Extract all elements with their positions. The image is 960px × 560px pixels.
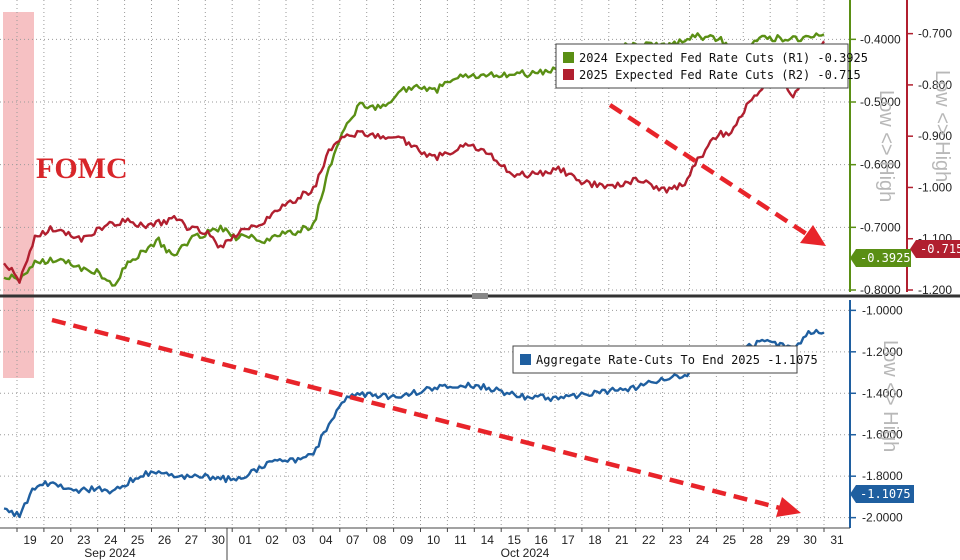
r2-tick-label: -1.200 (918, 283, 952, 297)
x-tick-label: 26 (158, 533, 172, 547)
top-legend-label: 2024 Expected Fed Rate Cuts (R1) -0.3925 (579, 51, 868, 65)
x-tick-label: 16 (534, 533, 548, 547)
x-tick-label: 17 (561, 533, 575, 547)
top-legend-swatch (563, 52, 574, 63)
r1-tick-label: -0.6000 (860, 158, 901, 172)
x-tick-label: 30 (803, 533, 817, 547)
bottom-last-value-badge-bg (850, 485, 914, 503)
x-tick-label: 20 (50, 533, 64, 547)
axis-layer: 19 20 23 24 25 26 27 30 01 02 03 04 07 08 09 10 11 14 15 16… (16, 27, 953, 560)
x-tick-label: 14 (481, 533, 495, 547)
x-tick-label: 31 (830, 533, 844, 547)
x-tick-label: 09 (400, 533, 414, 547)
legend-layer: 2024 Expected Fed Rate Cuts (R1) -0.3925… (512, 43, 868, 374)
x-group-label-oct: Oct 2024 (501, 546, 550, 560)
x-tick-label: 30 (212, 533, 226, 547)
top-trend-arrow-line (608, 103, 810, 237)
x-tick-label: 29 (777, 533, 791, 547)
x-group-label-sep: Sep 2024 (84, 546, 136, 560)
x-tick-label: 04 (319, 533, 333, 547)
series-layer (3, 32, 826, 519)
bottom-trend-arrowhead (776, 497, 801, 517)
bottom-axis-title: Low <> High (879, 340, 901, 452)
x-tick-label: 21 (615, 533, 629, 547)
x-tick-label: 25 (131, 533, 145, 547)
bottom-tick-label: -1.6000 (862, 428, 903, 442)
x-tick-label: 25 (723, 533, 737, 547)
top-legend-swatch (563, 69, 574, 80)
x-tick-label: 24 (104, 533, 118, 547)
bottom-legend-label: Aggregate Rate-Cuts To End 2025 -1.1075 (536, 353, 818, 367)
x-tick-label: 01 (239, 533, 253, 547)
r1-tick-label: -0.7000 (860, 220, 901, 234)
x-tick-label: 23 (77, 533, 91, 547)
bottom-tick-label: -1.8000 (862, 469, 903, 483)
panel-divider-handle[interactable] (472, 293, 488, 299)
bottom-legend-swatch (520, 354, 531, 365)
x-tick-label: 18 (588, 533, 602, 547)
r2-last-value-badge-bg (910, 240, 960, 258)
r1-tick-label: -0.5000 (860, 95, 901, 109)
r2-tick-label: -0.800 (918, 78, 952, 92)
x-tick-label: 28 (750, 533, 764, 547)
series-line-aggregate-cuts (3, 328, 825, 519)
x-tick-label: 22 (642, 533, 656, 547)
x-tick-label: 27 (185, 533, 199, 547)
r2-last-value-badge: -0.715 (920, 242, 960, 256)
x-tick-label: 10 (427, 533, 441, 547)
annotation-layer (51, 103, 826, 517)
x-tick-label: 24 (696, 533, 710, 547)
x-tick-label: 03 (292, 533, 306, 547)
bottom-tick-label: -1.4000 (862, 386, 903, 400)
r1-tick-label: -0.4000 (860, 32, 901, 46)
bottom-tick-label: -1.0000 (862, 303, 903, 317)
bottom-trend-arrow-line (51, 317, 781, 511)
series-line-2024-cuts (3, 32, 825, 287)
x-tick-label: 23 (669, 533, 683, 547)
r1-axis-title: Low <> High (875, 90, 897, 202)
series-line-2025-cuts (3, 40, 826, 284)
r1-last-value-badge: -0.3925 (860, 251, 911, 265)
x-tick-label: 11 (454, 533, 467, 547)
r2-tick-label: -0.900 (918, 129, 952, 143)
x-tick-label: 02 (265, 533, 279, 547)
fomc-annotation: FOMC (36, 152, 128, 185)
fomc-highlight-band (3, 12, 34, 378)
bottom-legend-box (512, 345, 798, 374)
top-trend-arrowhead (800, 225, 826, 246)
r2-tick-label: -0.700 (918, 27, 952, 41)
r2-tick-label: -1.000 (918, 180, 952, 194)
bottom-tick-label: -1.2000 (862, 345, 903, 359)
x-tick-label: 19 (23, 533, 37, 547)
x-tick-label: 15 (508, 533, 522, 547)
badge-layer: -0.3925 -0.715 -1.1075 (850, 240, 960, 503)
bottom-tick-label: -2.0000 (862, 511, 903, 525)
x-tick-label: 08 (373, 533, 387, 547)
x-tick-label: 07 (346, 533, 360, 547)
r1-tick-label: -0.8000 (860, 283, 901, 297)
r2-axis-title: Low <> High (931, 70, 953, 182)
top-legend-box (555, 43, 849, 89)
bottom-last-value-badge: -1.1075 (860, 487, 911, 501)
r1-last-value-badge-bg (850, 249, 911, 267)
top-legend-label: 2025 Expected Fed Rate Cuts (R2) -0.715 (579, 68, 861, 82)
